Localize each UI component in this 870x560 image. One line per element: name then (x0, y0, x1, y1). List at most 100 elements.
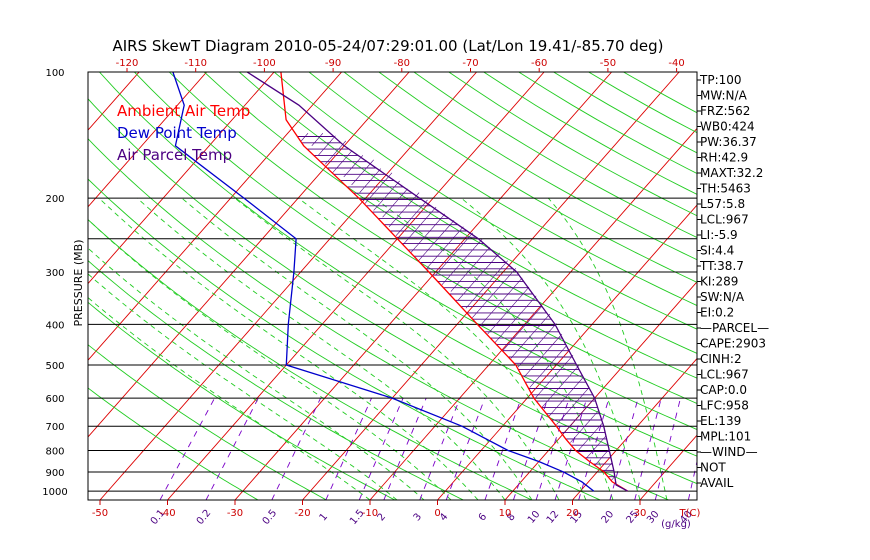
cape-hatch-line (376, 203, 381, 208)
cape-hatch-line (531, 383, 534, 386)
cape-hatch-line (596, 428, 598, 430)
cape-hatch-line (531, 315, 534, 319)
cape-hatch-line (607, 466, 609, 468)
cape-hatch-line (580, 429, 582, 432)
cape-hatch-line (457, 229, 461, 234)
cape-hatch-line (535, 328, 538, 331)
isotherm-line (775, 72, 870, 500)
cape-hatch-line (529, 351, 532, 354)
mixing-ratio-label: 10 (526, 509, 543, 526)
cape-hatch-line (558, 335, 561, 338)
cape-hatch-line (500, 265, 504, 269)
cape-hatch-line (532, 297, 535, 301)
cape-hatch-line (420, 255, 424, 259)
dry-adiabat-line (238, 72, 697, 354)
cape-hatch-line (518, 347, 521, 350)
cape-hatch-line (507, 275, 510, 279)
cape-hatch-line (506, 343, 509, 346)
cape-hatch-line (548, 398, 550, 401)
cape-hatch-line (505, 328, 508, 331)
cape-hatch-line (418, 223, 422, 227)
cape-hatch-line (430, 244, 434, 248)
cape-hatch-line (488, 280, 491, 283)
cape-hatch-line (496, 338, 499, 342)
cape-hatch-line (598, 460, 600, 462)
cape-hatch-line (521, 343, 524, 346)
cape-hatch-line (582, 427, 584, 429)
cape-hatch-line (553, 392, 556, 395)
cape-hatch-line (558, 387, 560, 389)
cape-hatch-line (530, 333, 533, 336)
cape-hatch-line (587, 421, 590, 423)
cape-hatch-line (492, 275, 495, 279)
cape-hatch-line (509, 272, 512, 276)
cape-hatch-line (548, 330, 551, 333)
cape-hatch-line (580, 378, 583, 380)
cape-hatch-line (504, 295, 507, 299)
index-item: MW:N/A (700, 89, 748, 103)
moist-adiabat-lines (88, 197, 668, 500)
cape-hatch-line (364, 199, 369, 204)
cape-hatch-line (492, 257, 496, 261)
cape-hatch-line (374, 188, 379, 193)
cape-hatch-line (576, 434, 578, 437)
cape-hatch-line (500, 317, 503, 320)
cape-hatch-line (467, 286, 470, 290)
cape-hatch-line (528, 319, 531, 322)
cape-hatch-line (588, 454, 590, 456)
cape-hatch-line (536, 309, 539, 313)
cape-hatch-line (521, 293, 524, 297)
cape-hatch-line (598, 459, 600, 461)
cape-hatch-line (561, 366, 563, 369)
cape-hatch-line (535, 396, 538, 398)
cape-hatch-line (588, 403, 591, 405)
cape-hatch-line (469, 249, 473, 253)
moist-adiabat-line (88, 218, 452, 500)
cape-hatch-line (435, 255, 439, 259)
cape-hatch-line (548, 380, 551, 383)
index-item: EI:0.2 (700, 306, 734, 320)
cape-hatch-line (539, 323, 542, 326)
cape-hatch-line (488, 330, 491, 333)
cape-hatch-line (506, 326, 509, 330)
cape-hatch-line (560, 384, 562, 387)
cape-hatch-line (511, 338, 514, 342)
cape-hatch-line (566, 411, 569, 413)
cape-hatch-line (576, 399, 579, 402)
cape-hatching (297, 133, 616, 484)
cape-hatch-line (469, 284, 472, 288)
cape-hatch-line (546, 400, 548, 403)
cape-hatch-line (574, 419, 577, 421)
cape-hatch-line (554, 407, 557, 410)
cape-hatch-line (437, 235, 441, 239)
cape-hatch-line (510, 305, 513, 309)
cape-hatch-line (483, 268, 487, 271)
cape-hatch-line (590, 451, 593, 453)
cape-hatch-line (487, 297, 490, 301)
cape-hatch-line (464, 272, 468, 276)
cape-hatch-line (436, 220, 440, 224)
cape-hatch-line (584, 425, 586, 427)
cape-hatch-line (584, 441, 587, 443)
cape-hatch-line (538, 325, 541, 328)
cape-hatch-line (547, 399, 549, 402)
cape-hatch-line (589, 402, 592, 404)
top-temp-tick-label: -40 (668, 58, 684, 69)
cape-hatch-line (574, 386, 576, 388)
cape-hatch-line (332, 168, 337, 174)
isotherm-line (167, 72, 545, 500)
cape-hatch-line (586, 457, 588, 459)
bottom-temp-tick-label: 10 (499, 508, 512, 519)
cape-hatch-line (542, 388, 544, 391)
index-item: NOT (700, 461, 726, 475)
bottom-temp-tick-label: -10 (362, 508, 378, 519)
cape-hatch-line (503, 313, 506, 317)
cape-hatch-line (519, 295, 522, 299)
index-item: TH:5463 (699, 182, 751, 196)
cape-hatch-line (427, 247, 431, 251)
moist-adiabat-line (88, 296, 371, 500)
cape-hatch-line (557, 422, 559, 424)
mixing-ratio-label: 4 (438, 511, 451, 523)
cape-hatch-line (574, 368, 577, 371)
cape-hatch-line (564, 413, 567, 416)
